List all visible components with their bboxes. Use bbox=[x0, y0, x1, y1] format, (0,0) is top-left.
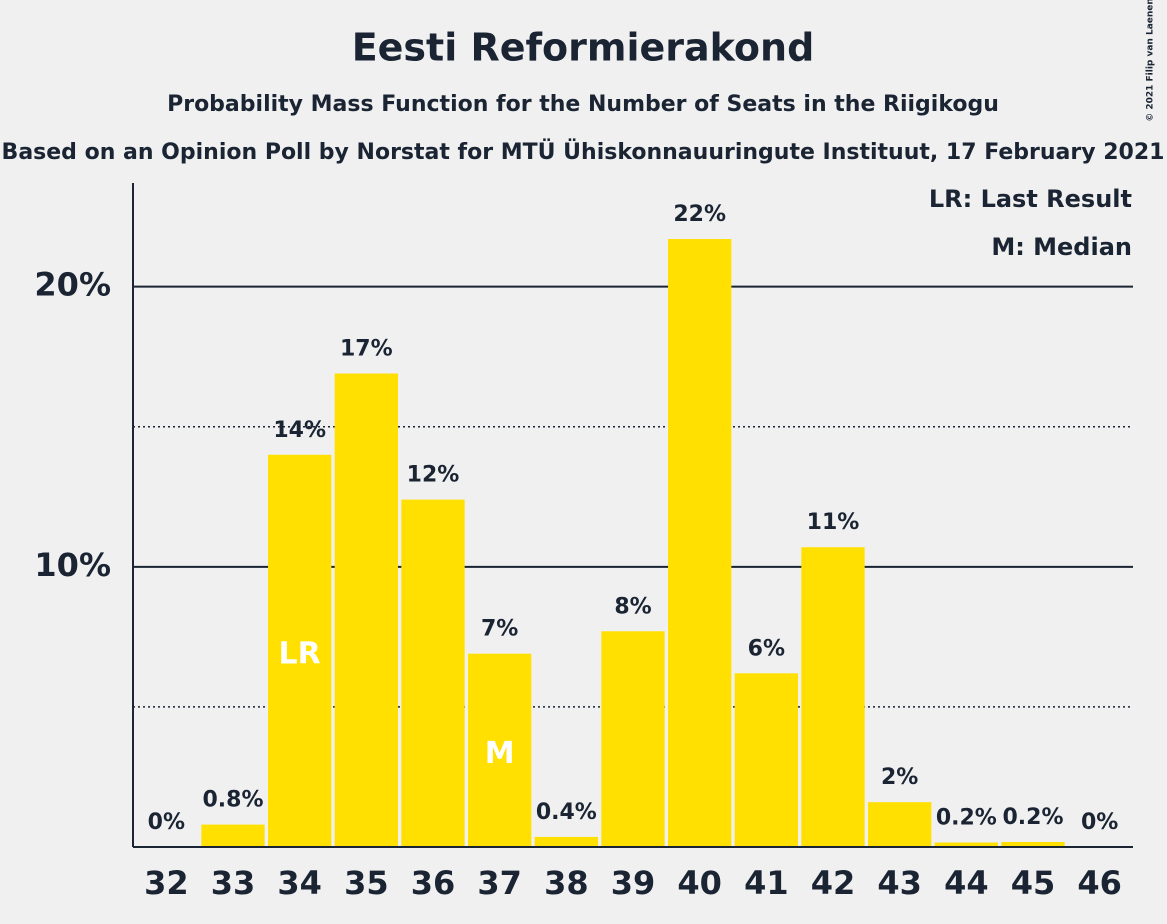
x-tick-label: 36 bbox=[411, 864, 456, 902]
x-tick-label: 39 bbox=[611, 864, 656, 902]
bar bbox=[1001, 841, 1065, 847]
chart-caption: Based on an Opinion Poll by Norstat for … bbox=[2, 139, 1165, 165]
bar bbox=[868, 802, 932, 847]
copyright: © 2021 Filip van Laenen bbox=[1146, 0, 1156, 122]
chart-title: Eesti Reformierakond bbox=[352, 26, 815, 70]
value-label: 22% bbox=[673, 202, 726, 227]
x-tick-label: 41 bbox=[744, 864, 789, 902]
bar-annotation: LR bbox=[279, 636, 321, 671]
x-tick-label: 38 bbox=[544, 864, 589, 902]
value-label: 0% bbox=[1081, 810, 1118, 835]
value-label: 0.8% bbox=[202, 788, 263, 813]
bar bbox=[601, 631, 665, 847]
x-tick-label: 44 bbox=[944, 864, 989, 902]
bar bbox=[801, 547, 865, 847]
value-label: 0.4% bbox=[536, 800, 597, 825]
bar bbox=[534, 836, 598, 847]
bar bbox=[734, 673, 798, 847]
x-tick-label: 34 bbox=[277, 864, 322, 902]
bar bbox=[668, 239, 732, 847]
value-label: 0.2% bbox=[936, 806, 997, 831]
x-tick-label: 33 bbox=[211, 864, 256, 902]
value-label: 17% bbox=[340, 337, 393, 362]
value-label: 7% bbox=[481, 617, 518, 642]
y-tick-label: 20% bbox=[34, 266, 111, 304]
legend-note: LR: Last Result bbox=[929, 185, 1132, 213]
bar bbox=[201, 824, 265, 847]
x-tick-label: 42 bbox=[811, 864, 856, 902]
value-label: 0% bbox=[148, 810, 185, 835]
bar-annotation: M bbox=[485, 736, 515, 771]
value-label: 6% bbox=[748, 636, 785, 661]
bar bbox=[934, 842, 998, 847]
y-tick-label: 10% bbox=[34, 546, 111, 584]
x-tick-label: 40 bbox=[677, 864, 722, 902]
legend-note: M: Median bbox=[991, 233, 1132, 261]
value-label: 12% bbox=[407, 463, 460, 488]
x-tick-label: 46 bbox=[1077, 864, 1122, 902]
value-label: 8% bbox=[614, 594, 651, 619]
x-tick-label: 32 bbox=[144, 864, 189, 902]
x-tick-label: 35 bbox=[344, 864, 389, 902]
value-label: 14% bbox=[273, 418, 326, 443]
value-label: 2% bbox=[881, 765, 918, 790]
bar bbox=[401, 499, 465, 847]
value-label: 11% bbox=[807, 510, 860, 535]
x-tick-label: 43 bbox=[877, 864, 922, 902]
x-tick-label: 37 bbox=[477, 864, 522, 902]
bar bbox=[334, 373, 398, 847]
value-label: 0.2% bbox=[1002, 805, 1063, 830]
x-tick-label: 45 bbox=[1011, 864, 1056, 902]
bar bbox=[268, 454, 332, 847]
chart-subtitle: Probability Mass Function for the Number… bbox=[167, 92, 999, 117]
bar bbox=[468, 653, 532, 847]
